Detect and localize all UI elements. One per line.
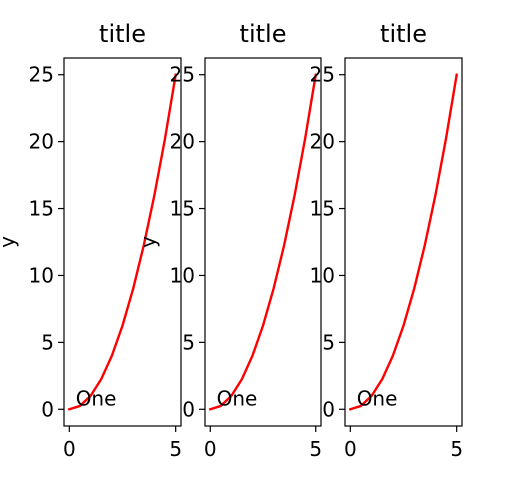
y-tick-label: 25	[29, 63, 54, 87]
y-tick-label: 10	[29, 263, 54, 287]
y-tick-label: 5	[322, 330, 335, 354]
y-axis-label: y	[136, 236, 160, 248]
y-tick-label: 20	[29, 130, 54, 154]
subplot-title: title	[99, 20, 146, 48]
axes-frame	[344, 57, 463, 427]
series-line-1	[208, 73, 318, 411]
y-tick-label: 10	[310, 263, 335, 287]
subplot-title: title	[240, 20, 287, 48]
y-tick-label: 15	[29, 197, 54, 221]
y-tick-label: 20	[170, 130, 195, 154]
subplot-title: title	[380, 20, 427, 48]
axes-frame	[204, 57, 322, 427]
annotation-text: One	[217, 386, 258, 410]
y-axis-label: y	[0, 236, 19, 248]
x-tick-label: 0	[204, 437, 217, 461]
y-tick-label: 25	[310, 63, 335, 87]
y-tick-label: 10	[170, 263, 195, 287]
y-tick-label: 0	[322, 397, 335, 421]
series-line-1	[348, 73, 459, 411]
y-tick-label: 0	[182, 397, 195, 421]
x-tick-label: 5	[169, 437, 182, 461]
y-tick-label: 20	[310, 130, 335, 154]
y-tick-label: 5	[41, 330, 54, 354]
series-line-1	[67, 73, 178, 411]
y-tick-label: 0	[41, 397, 54, 421]
y-tick-label: 25	[170, 63, 195, 87]
annotation-text: One	[357, 386, 398, 410]
y-tick-label: 15	[310, 197, 335, 221]
axes-frame	[63, 57, 182, 427]
subplot-1: title One 0 5 0 5 10 15 20 25 y	[0, 20, 182, 461]
x-tick-label: 5	[309, 437, 322, 461]
x-tick-label: 0	[63, 437, 76, 461]
x-tick-label: 0	[344, 437, 357, 461]
y-tick-label: 5	[182, 330, 195, 354]
y-tick-label: 15	[170, 197, 195, 221]
x-tick-label: 5	[450, 437, 463, 461]
annotation-text: One	[76, 386, 117, 410]
